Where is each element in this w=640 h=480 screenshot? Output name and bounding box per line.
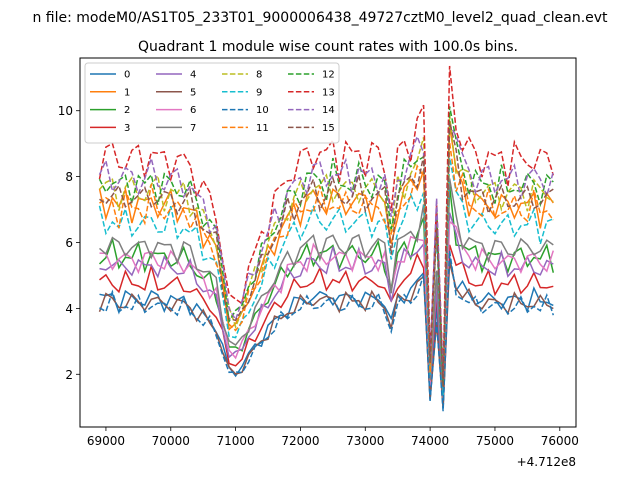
y-axis: 2 4 6 8 10: [58, 104, 80, 382]
legend-label-15: 15: [322, 123, 335, 134]
x-tick-label: 70000: [152, 434, 190, 448]
legend-label-5: 5: [190, 87, 196, 98]
series-line-3: [99, 244, 554, 405]
x-tick-label: 76000: [541, 434, 579, 448]
series-line-2: [98, 185, 555, 400]
figure-suptitle: n file: modeM0/AS1T05_233T01_9000006438_…: [32, 10, 608, 26]
series-line-10: [99, 250, 555, 412]
series-lines: [98, 65, 555, 412]
series-line-9: [98, 157, 554, 396]
x-offset-label: +4.712e8: [517, 455, 576, 469]
series-line-13: [98, 65, 555, 375]
x-tick-label: 72000: [281, 434, 319, 448]
y-tick-label: 6: [65, 236, 73, 250]
series-line-7: [99, 178, 554, 399]
series-line-11: [99, 142, 554, 388]
y-tick-label: 8: [65, 170, 73, 184]
x-tick-label: 75000: [476, 434, 514, 448]
x-tick-label: 71000: [217, 434, 255, 448]
legend-label-6: 6: [190, 105, 196, 116]
legend-label-8: 8: [256, 70, 262, 81]
legend-label-0: 0: [124, 70, 130, 81]
legend-label-7: 7: [190, 123, 196, 134]
legend-label-1: 1: [124, 87, 130, 98]
legend-label-13: 13: [322, 87, 335, 98]
y-tick-label: 2: [65, 368, 73, 382]
x-tick-label: 74000: [411, 434, 449, 448]
legend-label-11: 11: [256, 123, 269, 134]
legend-label-14: 14: [322, 105, 335, 116]
series-line-4: [99, 212, 554, 403]
legend-label-10: 10: [256, 105, 269, 116]
y-tick-label: 4: [65, 302, 73, 316]
series-line-1: [98, 124, 554, 392]
legend-box: [84, 62, 340, 144]
x-tick-label: 73000: [346, 434, 384, 448]
series-line-12: [98, 106, 554, 386]
series-line-15: [99, 121, 554, 388]
x-tick-label: 69000: [87, 434, 125, 448]
legend-label-4: 4: [190, 70, 196, 81]
series-line-8: [98, 114, 554, 384]
chart-title: Quadrant 1 module wise count rates with …: [138, 39, 518, 55]
legend-label-12: 12: [322, 70, 335, 81]
series-line-5: [98, 262, 554, 408]
legend-label-9: 9: [256, 87, 262, 98]
legend-label-2: 2: [124, 105, 130, 116]
series-line-14: [98, 122, 555, 380]
legend-label-3: 3: [124, 123, 130, 134]
series-line-0: [99, 256, 554, 409]
x-axis: 69000 70000 71000 72000 73000 74000 75000 76000: [87, 427, 579, 448]
y-tick-label: 10: [58, 104, 73, 118]
